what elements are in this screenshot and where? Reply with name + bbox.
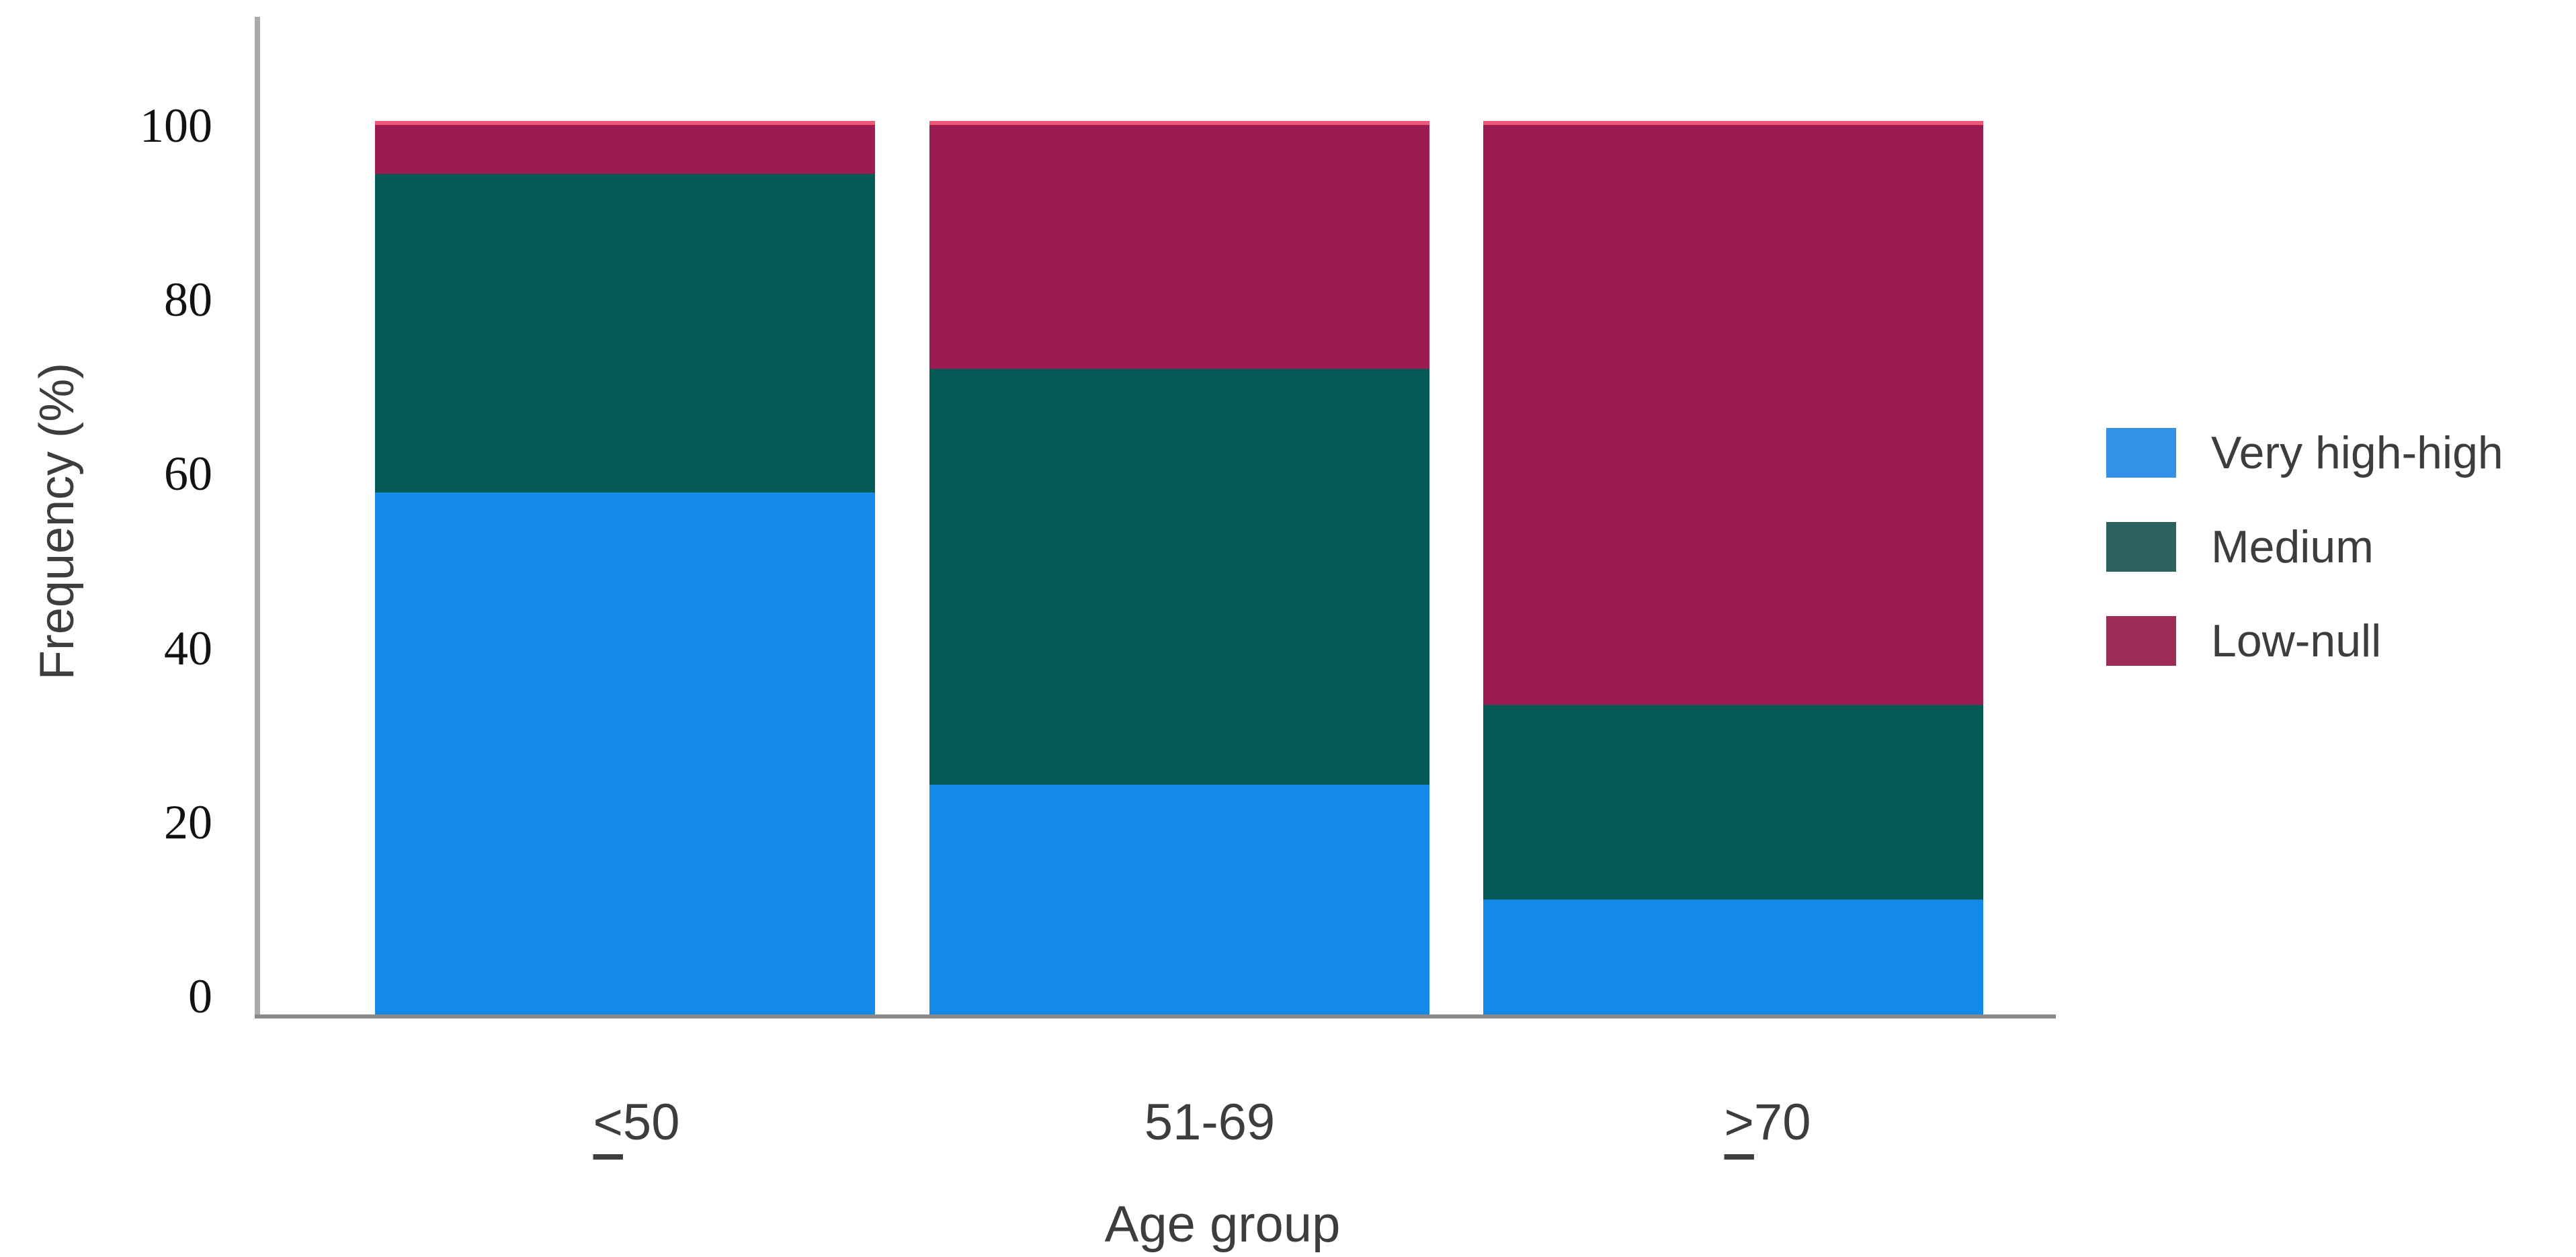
legend-item: Low-null — [2106, 616, 2503, 666]
legend-swatch — [2106, 522, 2176, 572]
bar-segment — [929, 784, 1429, 1014]
bar-segment — [375, 492, 875, 1014]
legend: Very high-high Medium Low-null — [2106, 428, 2503, 710]
bar-column-3 — [1483, 120, 1983, 1014]
y-axis-tick-label: 0 — [188, 969, 212, 1023]
x-axis-tick-label: >70 — [1566, 1092, 1969, 1153]
x-axis-tick-label: 51-69 — [1008, 1092, 1411, 1153]
category-text: 70 — [1753, 1094, 1811, 1151]
comparison-operator: < — [593, 1094, 623, 1151]
bar-segment — [1483, 899, 1983, 1014]
bar-column-2 — [929, 120, 1429, 1014]
y-axis-tick-label: 80 — [164, 273, 212, 327]
bar-column-1 — [375, 120, 875, 1014]
comparison-operator: > — [1724, 1094, 1754, 1151]
bar-segment — [375, 120, 875, 174]
bar-segment — [375, 173, 875, 492]
bar-segment — [1483, 705, 1983, 900]
legend-label: Medium — [2211, 521, 2374, 572]
bar-segment — [929, 368, 1429, 785]
x-axis-title: Age group — [1104, 1196, 1341, 1253]
legend-swatch — [2106, 428, 2176, 478]
x-axis-line — [255, 1014, 2056, 1018]
legend-swatch — [2106, 616, 2176, 666]
category-text: 51-69 — [1144, 1094, 1276, 1151]
y-axis-tick-label: 100 — [140, 99, 212, 153]
bar-segment — [1483, 120, 1983, 705]
legend-item: Medium — [2106, 522, 2503, 572]
category-text: 50 — [622, 1094, 680, 1151]
legend-label: Low-null — [2211, 615, 2382, 666]
x-axis-tick-label: <50 — [435, 1092, 838, 1153]
y-axis-title: Frequency (%) — [30, 362, 84, 681]
legend-item: Very high-high — [2106, 428, 2503, 478]
y-axis-tick-label: 60 — [164, 447, 212, 501]
bar-segment — [929, 120, 1429, 369]
legend-label: Very high-high — [2211, 427, 2503, 478]
y-axis-tick-label: 40 — [164, 621, 212, 675]
y-axis-line — [255, 17, 260, 1018]
y-axis-tick-label: 20 — [164, 795, 212, 849]
